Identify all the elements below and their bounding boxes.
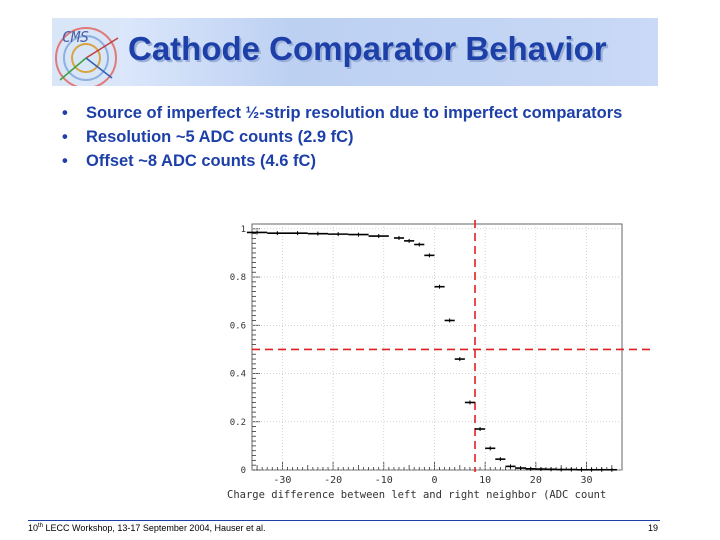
- bullet-text: Source of imperfect ½-strip resolution d…: [86, 104, 623, 122]
- bullet-item: • Resolution ~5 ADC counts (2.9 fC): [62, 127, 662, 148]
- y-tick-label: 1: [241, 225, 246, 235]
- slide-title: Cathode Comparator Behavior: [128, 30, 607, 67]
- chart: 0 0.2 0.4 0.6 0.8 1 -30 -20 -10 0 10 20 30 Charge dif…: [218, 218, 660, 501]
- y-tick-label: 0.2: [230, 418, 246, 428]
- footer-superscript: th: [38, 523, 44, 529]
- y-tick-label: 0.4: [230, 370, 246, 380]
- plot-area: [251, 223, 623, 471]
- chart-svg: 0 0.2 0.4 0.6 0.8 1 -30 -20 -10 0 10 20 30 Charge dif…: [227, 220, 652, 501]
- bullet-icon: •: [62, 104, 68, 122]
- x-axis-label: Charge difference between left and right…: [227, 489, 606, 500]
- x-tick-label: 20: [530, 475, 542, 486]
- footer-text: 10th LECC Workshop, 13-17 September 2004…: [28, 523, 265, 533]
- svg-text:CMS: CMS: [62, 28, 89, 46]
- cms-logo-icon: CMS: [52, 18, 120, 86]
- bullet-item: • Offset ~8 ADC counts (4.6 fC): [62, 151, 662, 172]
- y-tick-label: 0: [241, 466, 246, 476]
- x-tick-label: 10: [479, 475, 491, 486]
- title-banner: [52, 18, 658, 86]
- bullet-icon: •: [62, 128, 68, 146]
- y-tick-label: 0.6: [230, 321, 246, 331]
- x-tick-label: 0: [431, 475, 437, 486]
- footer-body: LECC Workshop, 13-17 September 2004, Hau…: [43, 523, 266, 533]
- x-tick-label: -30: [273, 475, 291, 486]
- y-tick-label: 0.8: [230, 273, 246, 283]
- x-tick-label: 30: [580, 475, 592, 486]
- bullet-list: • Source of imperfect ½-strip resolution …: [62, 103, 662, 175]
- footer-prefix: 10: [28, 523, 39, 533]
- bullet-text: Resolution ~5 ADC counts (2.9 fC): [86, 128, 354, 146]
- footer-divider: [28, 520, 660, 521]
- x-tick-label: -10: [375, 475, 393, 486]
- x-tick-label: -20: [324, 475, 342, 486]
- page-number: 19: [647, 523, 658, 533]
- bullet-icon: •: [62, 152, 68, 170]
- bullet-item: • Source of imperfect ½-strip resolution …: [62, 103, 662, 124]
- bullet-text: Offset ~8 ADC counts (4.6 fC): [86, 152, 316, 170]
